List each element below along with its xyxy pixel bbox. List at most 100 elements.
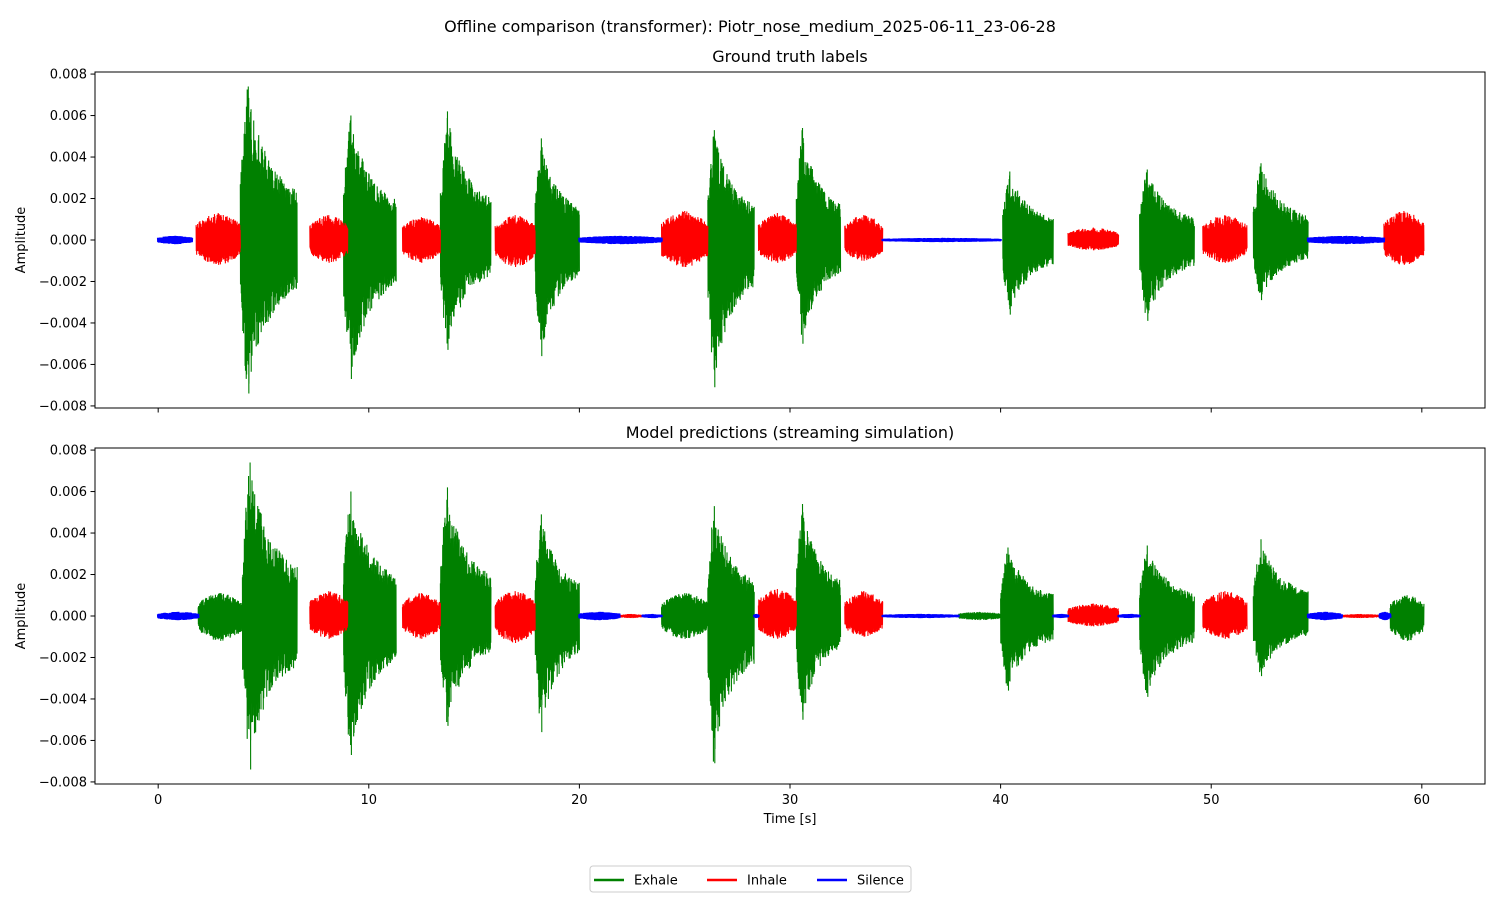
xlabel-time: Time [s]: [763, 812, 817, 827]
waveform-segment-exhale-model-predictions: [1252, 539, 1309, 677]
waveform-segment-exhale-ground-truth: [1002, 171, 1054, 315]
x-tick-label-model-predictions: 50: [1203, 793, 1220, 808]
waveform-segment-silence-model-predictions: [578, 611, 621, 621]
waveform-segment-exhale-ground-truth: [1139, 169, 1195, 321]
y-tick-label-model-predictions: 0.004: [50, 527, 87, 542]
waveform-segment-inhale-model-predictions: [618, 613, 644, 619]
waveform-segment-inhale-ground-truth: [401, 217, 441, 263]
waveform-segment-silence-model-predictions: [881, 613, 960, 619]
waveform-segment-inhale-ground-truth: [1202, 215, 1248, 263]
waveform-segment-inhale-ground-truth: [494, 215, 536, 267]
waveform-segment-inhale-ground-truth: [844, 215, 884, 261]
legend: Exhale Inhale Silence: [589, 865, 912, 893]
x-tick-label-model-predictions: 0: [154, 793, 162, 808]
ticks-model-predictions: 0 10 20 30 40 50 60 −0.008 −0.006 −0.004 −0.002 0.0…: [39, 444, 1430, 808]
figure-suptitle: Offline comparison (transformer): Piotr_…: [444, 17, 1056, 37]
y-tick-label-ground-truth: −0.004: [39, 316, 87, 331]
y-tick-label-model-predictions: 0.006: [50, 485, 87, 500]
waveform-segment-exhale-ground-truth: [534, 138, 580, 357]
x-tick-label-model-predictions: 20: [571, 793, 588, 808]
waveform-segment-exhale-model-predictions: [439, 487, 492, 726]
ticks-ground-truth: −0.008 −0.006 −0.004 −0.002 0.000 0.002 0.004 0…: [39, 68, 1423, 414]
legend-frame: [589, 865, 912, 893]
waveform-segment-silence-model-predictions: [1306, 611, 1344, 621]
waveform-segment-silence-model-predictions: [156, 611, 200, 621]
waveform-segment-exhale-model-predictions: [795, 503, 842, 720]
waveform-ground-truth: [156, 86, 1425, 394]
ylabel-ground-truth: Amplitude: [14, 207, 29, 274]
waveform-segment-inhale-ground-truth: [1067, 227, 1120, 251]
waveform-segment-silence-model-predictions: [752, 613, 760, 619]
waveform-segment-exhale-ground-truth: [439, 111, 492, 350]
waveform-segment-silence-model-predictions: [1052, 613, 1070, 619]
y-tick-label-ground-truth: 0.008: [50, 68, 87, 83]
y-tick-label-ground-truth: −0.006: [39, 358, 87, 373]
waveform-segment-exhale-ground-truth: [1252, 163, 1309, 301]
waveform-segment-exhale-model-predictions: [957, 611, 1002, 621]
axes-title-ground-truth: Ground truth labels: [712, 47, 867, 66]
waveform-segment-inhale-model-predictions: [757, 589, 797, 639]
waveform-segment-exhale-model-predictions: [197, 593, 243, 641]
waveform-segment-exhale-model-predictions: [241, 462, 298, 770]
waveform-segment-inhale-ground-truth: [757, 213, 797, 263]
waveform-segment-inhale-ground-truth: [1383, 210, 1425, 265]
waveform-segment-silence-ground-truth: [1306, 235, 1386, 245]
waveform-segment-inhale-model-predictions: [309, 591, 349, 639]
y-tick-label-model-predictions: −0.006: [39, 734, 87, 749]
waveform-segment-exhale-ground-truth: [795, 127, 842, 344]
waveform-segment-exhale-ground-truth: [707, 130, 755, 388]
legend-label-exhale: Exhale: [634, 874, 678, 889]
axes-ground-truth: Ground truth labels −0.008−0.006−0.004−0…: [14, 47, 1486, 414]
waveform-segment-inhale-ground-truth: [309, 215, 349, 263]
x-tick-label-model-predictions: 10: [361, 793, 378, 808]
waveform-segment-exhale-ground-truth: [342, 115, 397, 379]
waveform-segment-inhale-model-predictions: [1202, 591, 1248, 639]
waveform-segment-inhale-model-predictions: [1067, 603, 1120, 627]
waveform-segment-exhale-model-predictions: [1000, 547, 1054, 691]
waveform-segment-silence-model-predictions: [641, 613, 663, 619]
y-tick-label-model-predictions: −0.004: [39, 692, 87, 707]
y-tick-label-model-predictions: −0.008: [39, 775, 87, 790]
waveform-model-predictions: [156, 462, 1425, 770]
y-tick-label-ground-truth: 0.002: [50, 192, 87, 207]
waveform-segment-silence-model-predictions: [1117, 613, 1141, 619]
x-tick-label-model-predictions: 30: [782, 793, 799, 808]
y-tick-label-model-predictions: −0.002: [39, 651, 87, 666]
y-tick-label-ground-truth: −0.008: [39, 399, 87, 414]
waveform-segment-exhale-model-predictions: [342, 491, 397, 755]
waveform-segment-exhale-model-predictions: [707, 506, 755, 764]
waveform-segment-silence-ground-truth: [578, 235, 663, 245]
waveform-segment-inhale-ground-truth: [660, 210, 709, 267]
y-tick-label-ground-truth: 0.000: [50, 234, 87, 249]
legend-label-inhale: Inhale: [747, 874, 787, 889]
waveform-segment-inhale-model-predictions: [844, 591, 884, 637]
waveform-segment-inhale-ground-truth: [195, 213, 241, 265]
y-tick-label-model-predictions: 0.008: [50, 444, 87, 459]
waveform-segment-silence-ground-truth: [156, 235, 194, 245]
waveform-segment-exhale-model-predictions: [534, 514, 580, 733]
waveform-segment-inhale-model-predictions: [1341, 613, 1381, 619]
axes-frame-ground-truth: [94, 71, 1486, 409]
y-tick-label-model-predictions: 0.000: [50, 610, 87, 625]
waveform-segment-silence-model-predictions: [1378, 611, 1392, 621]
y-tick-label-model-predictions: 0.002: [50, 568, 87, 583]
waveform-segment-silence-ground-truth: [881, 237, 1002, 243]
waveform-segment-exhale-model-predictions: [1139, 545, 1195, 697]
legend-label-silence: Silence: [857, 874, 904, 889]
waveform-segment-exhale-model-predictions: [1389, 595, 1425, 641]
ylabel-model-predictions: Amplitude: [14, 583, 29, 650]
y-tick-label-ground-truth: 0.004: [50, 151, 87, 166]
axes-model-predictions: Model predictions (streaming simulation)…: [14, 423, 1486, 827]
axes-frame-model-predictions: [94, 447, 1486, 785]
waveform-segment-inhale-model-predictions: [401, 593, 441, 639]
axes-title-model-predictions: Model predictions (streaming simulation): [626, 423, 955, 442]
x-tick-label-model-predictions: 40: [992, 793, 1009, 808]
x-tick-label-model-predictions: 60: [1414, 793, 1431, 808]
y-tick-label-ground-truth: 0.006: [50, 109, 87, 124]
waveform-segment-exhale-ground-truth: [239, 86, 298, 394]
waveform-segment-inhale-model-predictions: [494, 591, 536, 643]
waveform-segment-exhale-model-predictions: [660, 593, 709, 639]
y-tick-label-ground-truth: −0.002: [39, 275, 87, 290]
